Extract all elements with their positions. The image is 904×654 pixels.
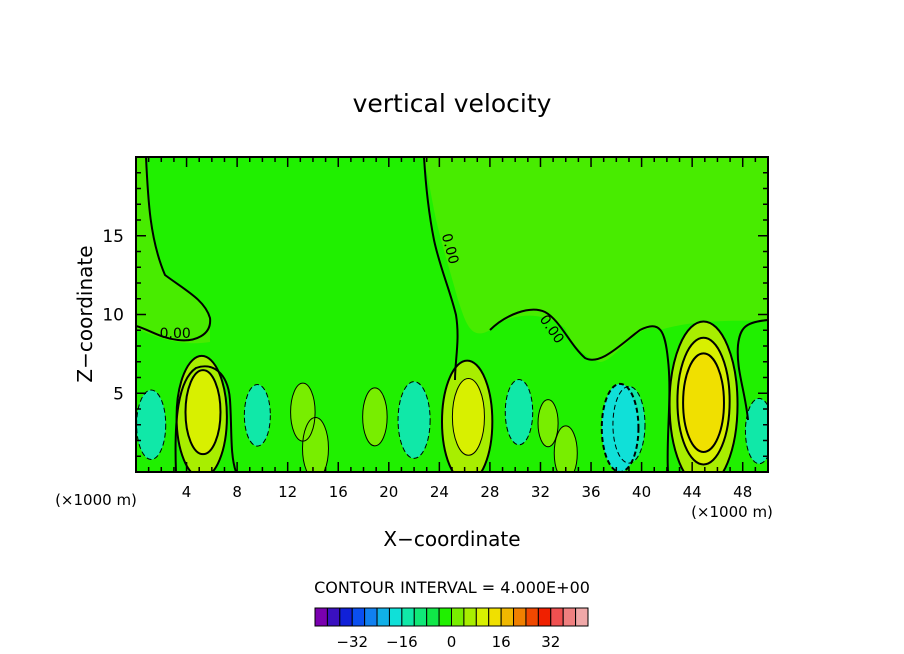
colorbar-swatch-15 [488, 607, 502, 627]
colorbar-tick-label: −16 [386, 633, 418, 651]
colorbar-swatch-12 [451, 607, 465, 627]
colorbar-swatch-17 [513, 607, 527, 627]
colorbar-swatch-7 [388, 607, 403, 627]
colorbar-swatch-13 [463, 607, 477, 627]
velocity-cell-12 [398, 381, 431, 459]
colorbar-swatch-9 [413, 607, 428, 627]
velocity-cell-13 [505, 379, 533, 445]
x-tick-label: 12 [278, 483, 297, 501]
colorbar-swatch-18 [525, 607, 539, 627]
contour-line-7 [682, 352, 725, 453]
x-unit-label-left: (×1000 m) [55, 491, 137, 509]
colorbar [314, 607, 589, 627]
contour-line-14 [744, 397, 768, 465]
colorbar-swatch-16 [500, 607, 515, 627]
x-unit-label-right: (×1000 m) [691, 503, 773, 521]
colorbar-swatch-21 [562, 607, 577, 627]
velocity-cell-2 [185, 370, 221, 455]
contour-line-12 [397, 381, 431, 459]
velocity-cell-10 [136, 390, 166, 460]
y-tick-label: 5 [113, 384, 124, 404]
contour-line-13 [504, 379, 534, 446]
colorbar-swatch-20 [550, 607, 564, 627]
zero-contour-far-right [736, 319, 768, 421]
contour-line-11 [243, 383, 271, 447]
velocity-cell-18 [554, 425, 578, 472]
chart-title: vertical velocity [353, 89, 552, 118]
x-tick-label: 20 [379, 483, 398, 501]
contour-line-2 [184, 369, 222, 456]
velocity-cell-11 [244, 384, 271, 447]
colorbar-swatch-6 [376, 607, 390, 627]
zero-contour-label-2: 0.00 [438, 232, 462, 266]
colorbar-swatch-11 [438, 607, 453, 627]
x-tick-label: 40 [632, 483, 651, 501]
contour-line-6 [676, 336, 731, 466]
colorbar-swatch-8 [401, 607, 415, 627]
velocity-cell-9 [601, 383, 639, 472]
y-tick-label: 15 [102, 227, 124, 247]
x-tick-label: 16 [329, 483, 348, 501]
upper-left-weak-positive-region [136, 157, 210, 344]
colorbar-swatch-10 [426, 607, 440, 627]
contour-interval-label: CONTOUR INTERVAL = 4.000E+00 [314, 578, 590, 597]
contour-line-3 [441, 359, 494, 472]
colorbar-tick-label: 16 [492, 633, 511, 651]
colorbar-swatch-14 [475, 607, 490, 627]
x-tick-label: 48 [733, 483, 752, 501]
zero-contour-center [423, 157, 459, 381]
contour-line-18 [553, 425, 578, 472]
x-tick-label: 8 [232, 483, 242, 501]
colorbar-swatch-4 [351, 607, 366, 627]
zero-contour-label-1: 0.00 [160, 326, 191, 342]
contour-line-8 [612, 385, 646, 464]
colorbar-swatch-5 [364, 607, 378, 627]
x-tick-label: 28 [480, 483, 499, 501]
contour-line-4 [451, 378, 485, 456]
colorbar-swatch-1 [314, 607, 328, 627]
colorbar-tick-label: −32 [336, 633, 368, 651]
colorbar-swatch-2 [326, 607, 341, 627]
velocity-cell-17 [362, 387, 388, 446]
contour-line-16 [302, 417, 329, 472]
y-tick-label: 10 [102, 306, 124, 326]
x-axis-label: X−coordinate [383, 527, 520, 551]
zero-contour-top-left [136, 157, 212, 342]
colorbar-swatch-22 [575, 607, 589, 627]
zero-contour-right [489, 308, 671, 472]
colorbar-tick-label: 0 [447, 633, 457, 651]
x-tick-label: 4 [182, 483, 192, 501]
colorbar-swatch-3 [339, 607, 353, 627]
x-tick-label: 36 [581, 483, 600, 501]
x-tick-label: 32 [531, 483, 550, 501]
x-tick-label: 24 [430, 483, 449, 501]
plot-area [136, 157, 768, 472]
velocity-cell-16 [302, 417, 329, 472]
colorbar-swatch-19 [537, 607, 552, 627]
velocity-cell-4 [452, 378, 485, 456]
colorbar-tick-label: 32 [541, 633, 560, 651]
velocity-cell-7 [683, 353, 724, 452]
zero-contour-lower [174, 365, 237, 472]
mid-region-weak-positive [424, 157, 768, 362]
x-tick-label: 44 [683, 483, 702, 501]
velocity-cell-19 [538, 399, 559, 447]
velocity-cell-14 [745, 398, 768, 464]
contour-line-17 [362, 387, 388, 447]
y-axis-label: Z−coordinate [73, 245, 97, 382]
contour-line-19 [537, 399, 559, 448]
